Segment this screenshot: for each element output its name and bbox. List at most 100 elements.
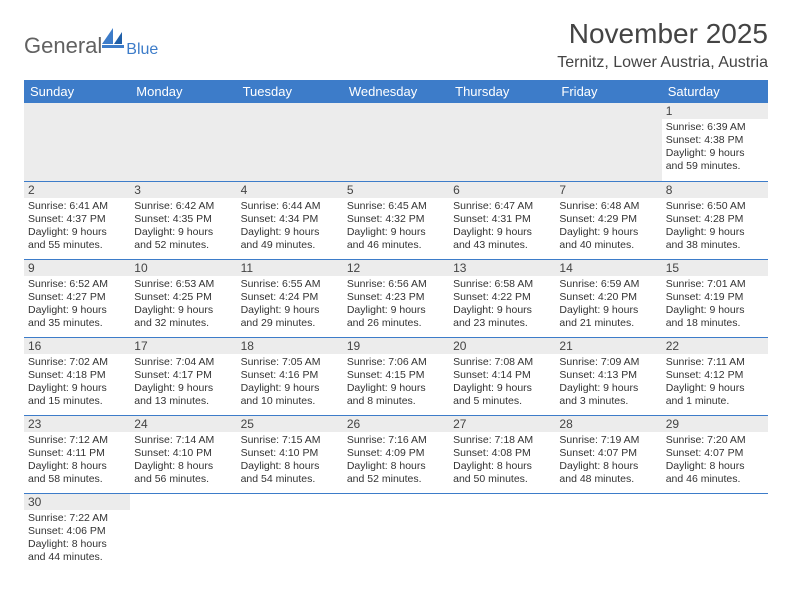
day-cell: 17Sunrise: 7:04 AMSunset: 4:17 PMDayligh…	[130, 337, 236, 415]
day-cell: 19 Sunrise: 7:06 AMSunset: 4:15 PMDayligh…	[343, 337, 449, 415]
day-number: 4	[237, 182, 343, 198]
day-info: Sunrise: 7:05 AMSunset: 4:16 PMDaylight:…	[241, 356, 339, 409]
logo-general: General	[24, 33, 102, 59]
day-info: Sunrise: 7:14 AMSunset: 4:10 PMDaylight:…	[134, 434, 232, 487]
day-number: 28	[555, 416, 661, 432]
day-info: Sunrise: 6:44 AMSunset: 4:34 PMDaylight:…	[241, 200, 339, 253]
day-info: Sunrise: 7:11 AMSunset: 4:12 PMDaylight:…	[666, 356, 764, 409]
day-cell: 14 Sunrise: 6:59 AMSunset: 4:20 PMDayligh…	[555, 259, 661, 337]
sail-icon	[102, 28, 124, 53]
day-number: 18	[237, 338, 343, 354]
day-number: 10	[130, 260, 236, 276]
day-cell: 23 Sunrise: 7:12 AMSunset: 4:11 PMDayligh…	[24, 415, 130, 493]
day-number: 24	[130, 416, 236, 432]
day-number: 30	[24, 494, 130, 510]
day-number: 5	[343, 182, 449, 198]
header: General Blue November 2025 Ternitz, Lowe…	[24, 18, 768, 72]
day-number: 9	[24, 260, 130, 276]
day-number: 19	[343, 338, 449, 354]
empty-cell	[237, 103, 343, 181]
calendar-row: 30Sunrise: 7:22 AMSunset: 4:06 PMDayligh…	[24, 493, 768, 571]
day-number: 1	[662, 103, 768, 119]
day-cell: 2 Sunrise: 6:41 AMSunset: 4:37 PMDaylight…	[24, 181, 130, 259]
day-number: 22	[662, 338, 768, 354]
day-number: 27	[449, 416, 555, 432]
empty-cell	[130, 103, 236, 181]
empty-cell	[449, 493, 555, 571]
day-number: 29	[662, 416, 768, 432]
day-number: 25	[237, 416, 343, 432]
weekday-header: Sunday	[24, 80, 130, 103]
location: Ternitz, Lower Austria, Austria	[557, 54, 768, 72]
day-cell: 12Sunrise: 6:56 AMSunset: 4:23 PMDayligh…	[343, 259, 449, 337]
weekday-header: Wednesday	[343, 80, 449, 103]
day-cell: 16 Sunrise: 7:02 AMSunset: 4:18 PMDayligh…	[24, 337, 130, 415]
weekday-header-row: SundayMondayTuesdayWednesdayThursdayFrid…	[24, 80, 768, 103]
day-info: Sunrise: 6:52 AMSunset: 4:27 PMDaylight:…	[28, 278, 126, 331]
day-cell: 18 Sunrise: 7:05 AMSunset: 4:16 PMDayligh…	[237, 337, 343, 415]
calendar-body: 1 Sunrise: 6:39 AMSunset: 4:38 PMDaylight…	[24, 103, 768, 571]
day-cell: 21Sunrise: 7:09 AMSunset: 4:13 PMDayligh…	[555, 337, 661, 415]
day-info: Sunrise: 7:02 AMSunset: 4:18 PMDaylight:…	[28, 356, 126, 409]
day-cell: 25 Sunrise: 7:15 AMSunset: 4:10 PMDayligh…	[237, 415, 343, 493]
day-cell: 20Sunrise: 7:08 AMSunset: 4:14 PMDayligh…	[449, 337, 555, 415]
day-info: Sunrise: 6:42 AMSunset: 4:35 PMDaylight:…	[134, 200, 232, 253]
day-info: Sunrise: 6:47 AMSunset: 4:31 PMDaylight:…	[453, 200, 551, 253]
calendar-row: 9 Sunrise: 6:52 AMSunset: 4:27 PMDaylight…	[24, 259, 768, 337]
month-title: November 2025	[557, 18, 768, 50]
day-cell: 13 Sunrise: 6:58 AMSunset: 4:22 PMDayligh…	[449, 259, 555, 337]
calendar-table: SundayMondayTuesdayWednesdayThursdayFrid…	[24, 80, 768, 571]
day-info: Sunrise: 7:12 AMSunset: 4:11 PMDaylight:…	[28, 434, 126, 487]
day-info: Sunrise: 7:15 AMSunset: 4:10 PMDaylight:…	[241, 434, 339, 487]
day-number: 14	[555, 260, 661, 276]
day-cell: 6 Sunrise: 6:47 AMSunset: 4:31 PMDaylight…	[449, 181, 555, 259]
day-number: 13	[449, 260, 555, 276]
day-cell: 1 Sunrise: 6:39 AMSunset: 4:38 PMDaylight…	[662, 103, 768, 181]
day-info: Sunrise: 6:39 AMSunset: 4:38 PMDaylight:…	[666, 121, 764, 174]
day-number: 7	[555, 182, 661, 198]
logo-blue: Blue	[126, 41, 158, 59]
empty-cell	[343, 493, 449, 571]
empty-cell	[449, 103, 555, 181]
day-cell: 8 Sunrise: 6:50 AMSunset: 4:28 PMDaylight…	[662, 181, 768, 259]
day-number: 2	[24, 182, 130, 198]
empty-cell	[555, 103, 661, 181]
day-info: Sunrise: 7:09 AMSunset: 4:13 PMDaylight:…	[559, 356, 657, 409]
day-info: Sunrise: 7:06 AMSunset: 4:15 PMDaylight:…	[347, 356, 445, 409]
day-cell: 30Sunrise: 7:22 AMSunset: 4:06 PMDayligh…	[24, 493, 130, 571]
day-info: Sunrise: 6:56 AMSunset: 4:23 PMDaylight:…	[347, 278, 445, 331]
empty-cell	[130, 493, 236, 571]
day-number: 23	[24, 416, 130, 432]
empty-cell	[343, 103, 449, 181]
calendar-row: 1 Sunrise: 6:39 AMSunset: 4:38 PMDaylight…	[24, 103, 768, 181]
day-cell: 11Sunrise: 6:55 AMSunset: 4:24 PMDayligh…	[237, 259, 343, 337]
weekday-header: Monday	[130, 80, 236, 103]
calendar-row: 23 Sunrise: 7:12 AMSunset: 4:11 PMDayligh…	[24, 415, 768, 493]
day-info: Sunrise: 6:48 AMSunset: 4:29 PMDaylight:…	[559, 200, 657, 253]
day-info: Sunrise: 6:41 AMSunset: 4:37 PMDaylight:…	[28, 200, 126, 253]
day-number: 6	[449, 182, 555, 198]
day-number: 17	[130, 338, 236, 354]
day-info: Sunrise: 6:59 AMSunset: 4:20 PMDaylight:…	[559, 278, 657, 331]
day-info: Sunrise: 7:20 AMSunset: 4:07 PMDaylight:…	[666, 434, 764, 487]
empty-cell	[237, 493, 343, 571]
day-info: Sunrise: 6:50 AMSunset: 4:28 PMDaylight:…	[666, 200, 764, 253]
day-cell: 26Sunrise: 7:16 AMSunset: 4:09 PMDayligh…	[343, 415, 449, 493]
title-block: November 2025 Ternitz, Lower Austria, Au…	[557, 18, 768, 72]
weekday-header: Friday	[555, 80, 661, 103]
day-number: 3	[130, 182, 236, 198]
day-info: Sunrise: 6:58 AMSunset: 4:22 PMDaylight:…	[453, 278, 551, 331]
day-info: Sunrise: 6:45 AMSunset: 4:32 PMDaylight:…	[347, 200, 445, 253]
day-cell: 24 Sunrise: 7:14 AMSunset: 4:10 PMDayligh…	[130, 415, 236, 493]
day-info: Sunrise: 6:53 AMSunset: 4:25 PMDaylight:…	[134, 278, 232, 331]
logo: General Blue	[24, 28, 158, 59]
calendar-row: 2 Sunrise: 6:41 AMSunset: 4:37 PMDaylight…	[24, 181, 768, 259]
day-number: 16	[24, 338, 130, 354]
day-number: 8	[662, 182, 768, 198]
day-info: Sunrise: 7:01 AMSunset: 4:19 PMDaylight:…	[666, 278, 764, 331]
empty-cell	[24, 103, 130, 181]
day-cell: 3 Sunrise: 6:42 AMSunset: 4:35 PMDaylight…	[130, 181, 236, 259]
day-cell: 22 Sunrise: 7:11 AMSunset: 4:12 PMDayligh…	[662, 337, 768, 415]
empty-cell	[662, 493, 768, 571]
day-cell: 9 Sunrise: 6:52 AMSunset: 4:27 PMDaylight…	[24, 259, 130, 337]
